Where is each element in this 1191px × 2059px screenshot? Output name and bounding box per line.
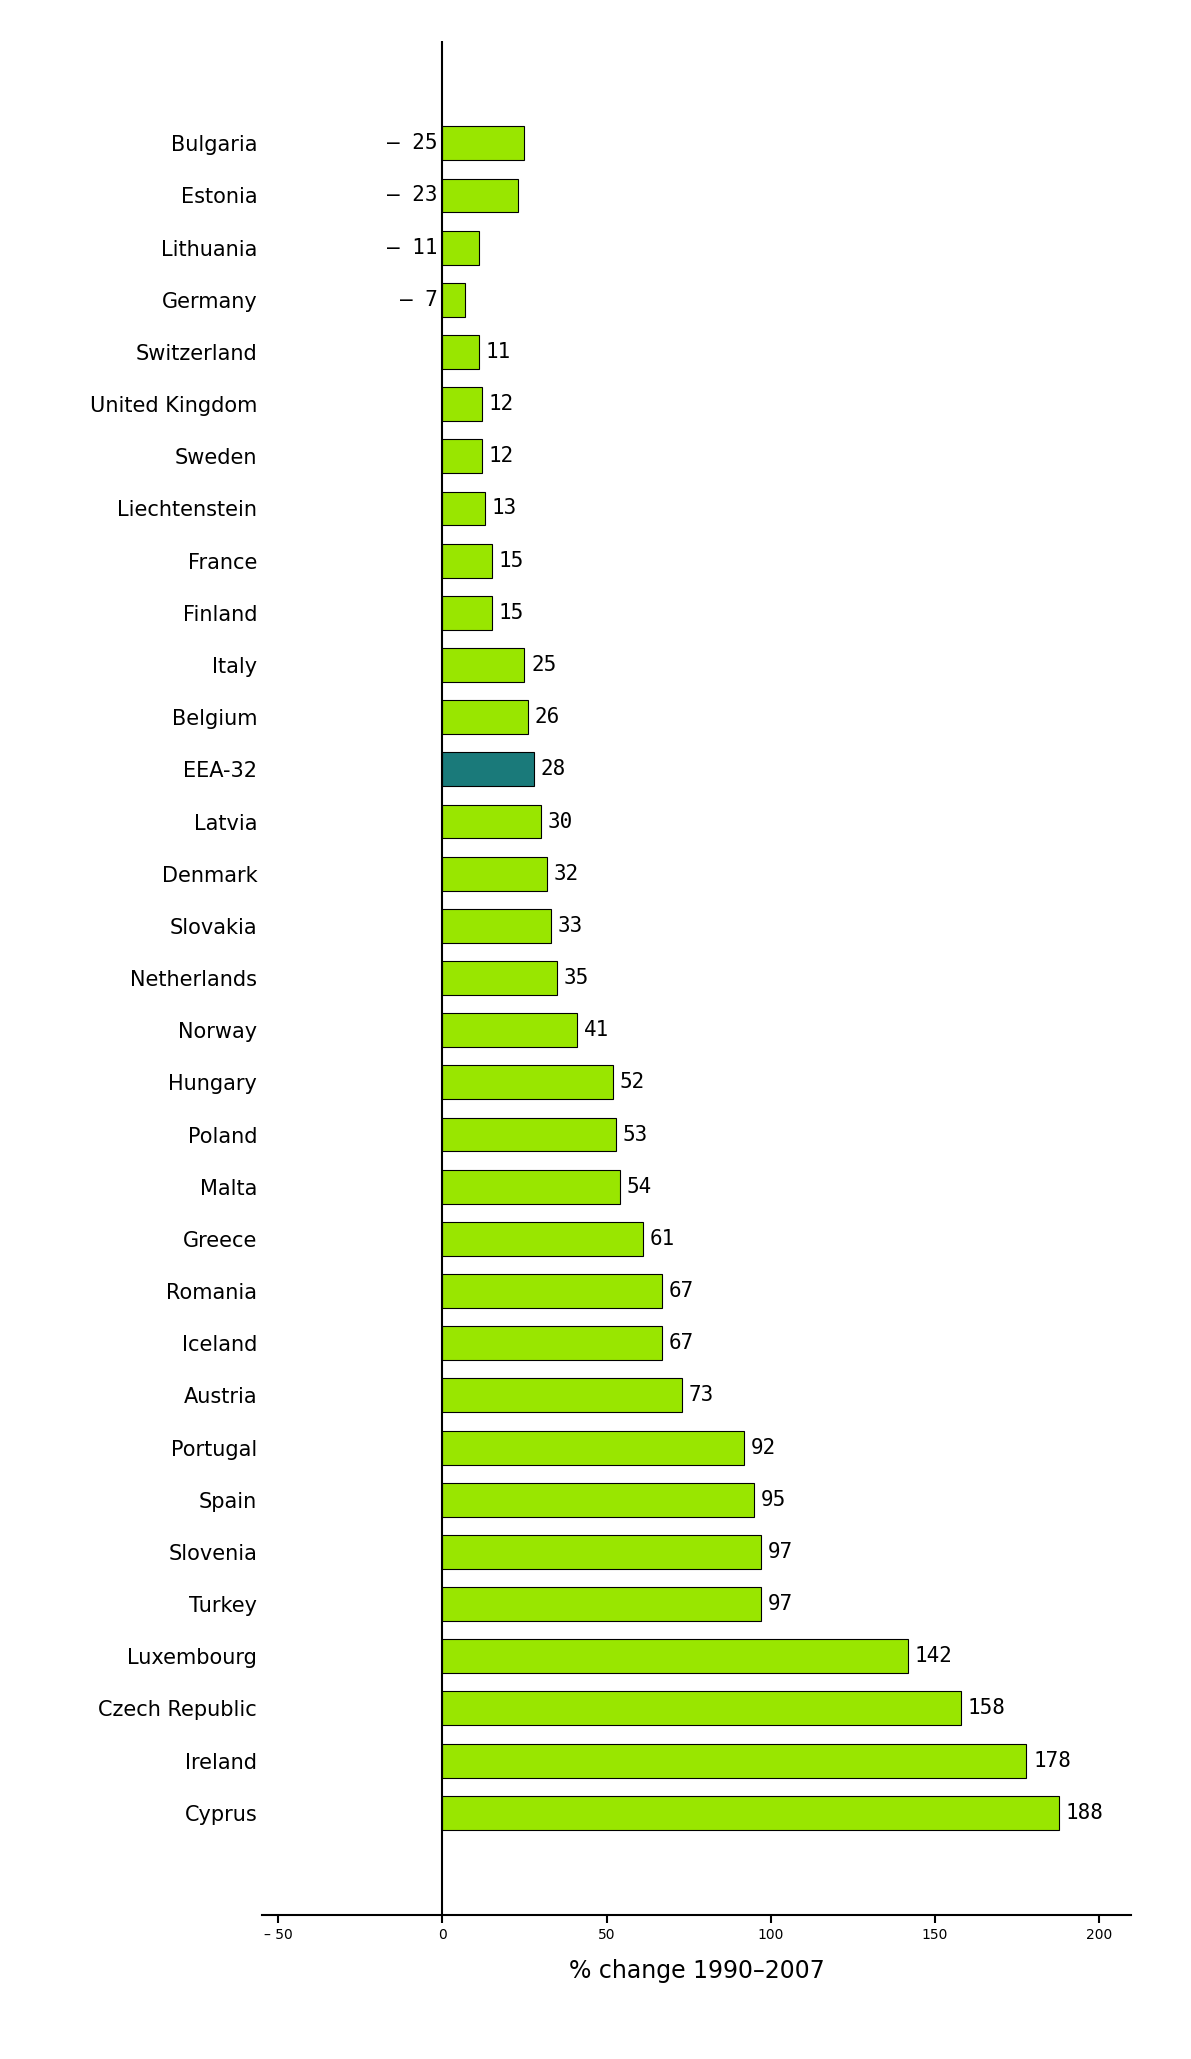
Bar (443, 1690, 961, 1725)
Text: 188: 188 (1066, 1804, 1104, 1822)
Text: – 23: – 23 (387, 185, 437, 206)
Text: 26: 26 (535, 706, 560, 727)
Bar (443, 1431, 744, 1464)
Text: 28: 28 (541, 760, 566, 780)
Bar (443, 857, 548, 892)
Text: 52: 52 (619, 1073, 644, 1093)
Bar (443, 1587, 761, 1620)
Text: 67: 67 (669, 1281, 694, 1301)
Bar (443, 1275, 662, 1307)
Bar (443, 962, 557, 994)
Bar (443, 492, 485, 525)
Bar (443, 282, 466, 317)
Bar (443, 1744, 1027, 1777)
Text: 33: 33 (557, 916, 582, 937)
Bar (443, 231, 479, 266)
Text: 97: 97 (767, 1542, 792, 1563)
Text: 32: 32 (554, 863, 579, 883)
Text: 35: 35 (563, 968, 590, 988)
Text: 142: 142 (915, 1647, 953, 1666)
Bar (443, 752, 535, 787)
Bar (443, 1639, 909, 1674)
Bar (443, 544, 492, 579)
X-axis label: % change 1990–2007: % change 1990–2007 (569, 1958, 824, 1983)
Text: 95: 95 (761, 1491, 786, 1509)
Text: 158: 158 (967, 1699, 1005, 1719)
Bar (443, 1221, 643, 1256)
Text: 178: 178 (1033, 1750, 1071, 1771)
Bar (443, 1118, 617, 1151)
Text: 13: 13 (492, 498, 517, 519)
Bar (443, 595, 492, 630)
Bar (443, 1013, 576, 1048)
Bar (443, 1795, 1059, 1830)
Bar (443, 700, 528, 735)
Text: – 7: – 7 (400, 290, 437, 309)
Bar (443, 649, 524, 682)
Text: 12: 12 (488, 447, 513, 465)
Text: 97: 97 (767, 1594, 792, 1614)
Text: 67: 67 (669, 1334, 694, 1353)
Bar (443, 1377, 682, 1412)
Bar (443, 805, 541, 838)
Text: 61: 61 (649, 1229, 674, 1250)
Text: 73: 73 (688, 1386, 713, 1406)
Text: 53: 53 (623, 1124, 648, 1145)
Text: 12: 12 (488, 393, 513, 414)
Bar (443, 126, 524, 161)
Text: 25: 25 (531, 655, 556, 675)
Bar (443, 179, 518, 212)
Bar (443, 439, 482, 474)
Text: 11: 11 (485, 342, 511, 362)
Text: 92: 92 (750, 1437, 777, 1458)
Text: – 25: – 25 (387, 134, 437, 152)
Text: 15: 15 (498, 603, 524, 622)
Text: 54: 54 (626, 1176, 651, 1196)
Text: – 11: – 11 (387, 237, 437, 257)
Bar (443, 1326, 662, 1361)
Bar (443, 1534, 761, 1569)
Text: 41: 41 (584, 1019, 609, 1040)
Bar (443, 387, 482, 422)
Text: 15: 15 (498, 550, 524, 570)
Bar (443, 1065, 613, 1100)
Bar (443, 336, 479, 369)
Bar (443, 1170, 619, 1205)
Text: 30: 30 (548, 811, 573, 832)
Bar (443, 908, 550, 943)
Bar (443, 1482, 754, 1517)
